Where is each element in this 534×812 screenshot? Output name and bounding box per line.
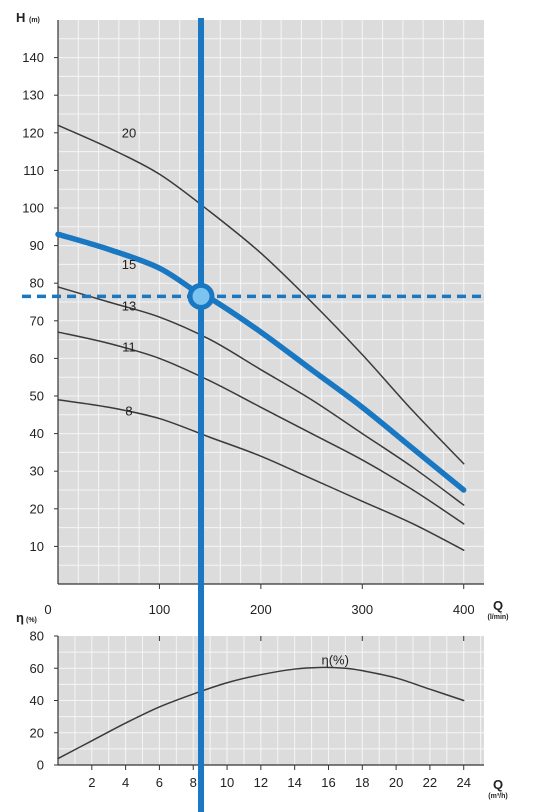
curves xyxy=(55,124,467,760)
head-x-tick-label: 300 xyxy=(351,602,373,617)
head-y-tick-label: 90 xyxy=(30,238,44,253)
eff-y-tick-label: 0 xyxy=(37,758,44,773)
head-curve-15 xyxy=(55,231,467,493)
head-curve-11 xyxy=(57,331,465,525)
head-x-tick-label: 200 xyxy=(250,602,272,617)
eff-x-tick-label: 10 xyxy=(220,775,234,790)
head-y-tick-label: 30 xyxy=(30,464,44,479)
eff-x-tick-label: 6 xyxy=(156,775,163,790)
head-y-tick-label: 110 xyxy=(23,163,44,178)
head-y-tick-label: 20 xyxy=(30,501,44,516)
head-y-tick-label: 50 xyxy=(30,389,44,404)
head-y-axis-unit: (m) xyxy=(29,17,40,24)
head-curve-label-8: 8 xyxy=(125,404,132,419)
head-y-tick-label: 80 xyxy=(30,276,44,291)
head-y-tick-label: 130 xyxy=(22,88,44,103)
eff-x-tick-label: 12 xyxy=(254,775,268,790)
axes xyxy=(54,20,484,770)
operating-point-marker xyxy=(187,282,215,310)
efficiency-curve-label: η(%) xyxy=(322,653,349,668)
head-x-axis-title: Q xyxy=(493,598,503,613)
eff-x-tick-label: 20 xyxy=(389,775,403,790)
eff-y-tick-label: 80 xyxy=(30,629,44,644)
head-origin-label: 0 xyxy=(44,602,51,617)
head-y-tick-label: 60 xyxy=(30,351,44,366)
head-curve-label-11: 11 xyxy=(122,340,136,355)
eff-x-tick-label: 4 xyxy=(122,775,129,790)
head-y-tick-label: 120 xyxy=(22,125,44,140)
head-y-tick-label: 140 xyxy=(22,50,44,65)
eff-x-tick-label: 18 xyxy=(355,775,369,790)
head-x-tick-label: 100 xyxy=(149,602,171,617)
head-y-tick-label: 10 xyxy=(30,539,44,554)
eff-y-axis-unit: (%) xyxy=(26,617,37,624)
head-curve-label-15: 15 xyxy=(122,257,136,272)
head-y-axis-title: H xyxy=(16,10,25,25)
head-y-tick-label: 100 xyxy=(22,201,44,216)
head-curve-label-20: 20 xyxy=(122,125,136,140)
eff-x-tick-label: 22 xyxy=(423,775,437,790)
head-y-tick-label: 40 xyxy=(30,426,44,441)
eff-x-tick-label: 2 xyxy=(88,775,95,790)
eff-x-tick-label: 8 xyxy=(190,775,197,790)
head-curve-label-13: 13 xyxy=(122,298,136,313)
head-x-tick-label: 400 xyxy=(453,602,475,617)
eff-x-axis-unit: (m³/h) xyxy=(488,793,507,800)
eff-x-tick-label: 24 xyxy=(456,775,470,790)
eff-x-tick-label: 16 xyxy=(321,775,335,790)
head-curve-20 xyxy=(57,124,465,465)
eff-y-tick-label: 20 xyxy=(30,725,44,740)
eff-y-tick-label: 40 xyxy=(30,693,44,708)
head-curve-13 xyxy=(57,286,465,506)
head-x-axis-unit: (l/min) xyxy=(488,614,509,621)
efficiency-curve xyxy=(57,666,465,760)
eff-x-tick-label: 14 xyxy=(287,775,301,790)
eff-y-axis-title: η xyxy=(16,610,24,625)
operating-point-guides xyxy=(22,18,484,812)
eff-x-axis-title: Q xyxy=(493,777,503,792)
eff-y-tick-label: 60 xyxy=(30,661,44,676)
head-curve-8 xyxy=(57,399,465,551)
head-y-tick-label: 70 xyxy=(30,313,44,328)
